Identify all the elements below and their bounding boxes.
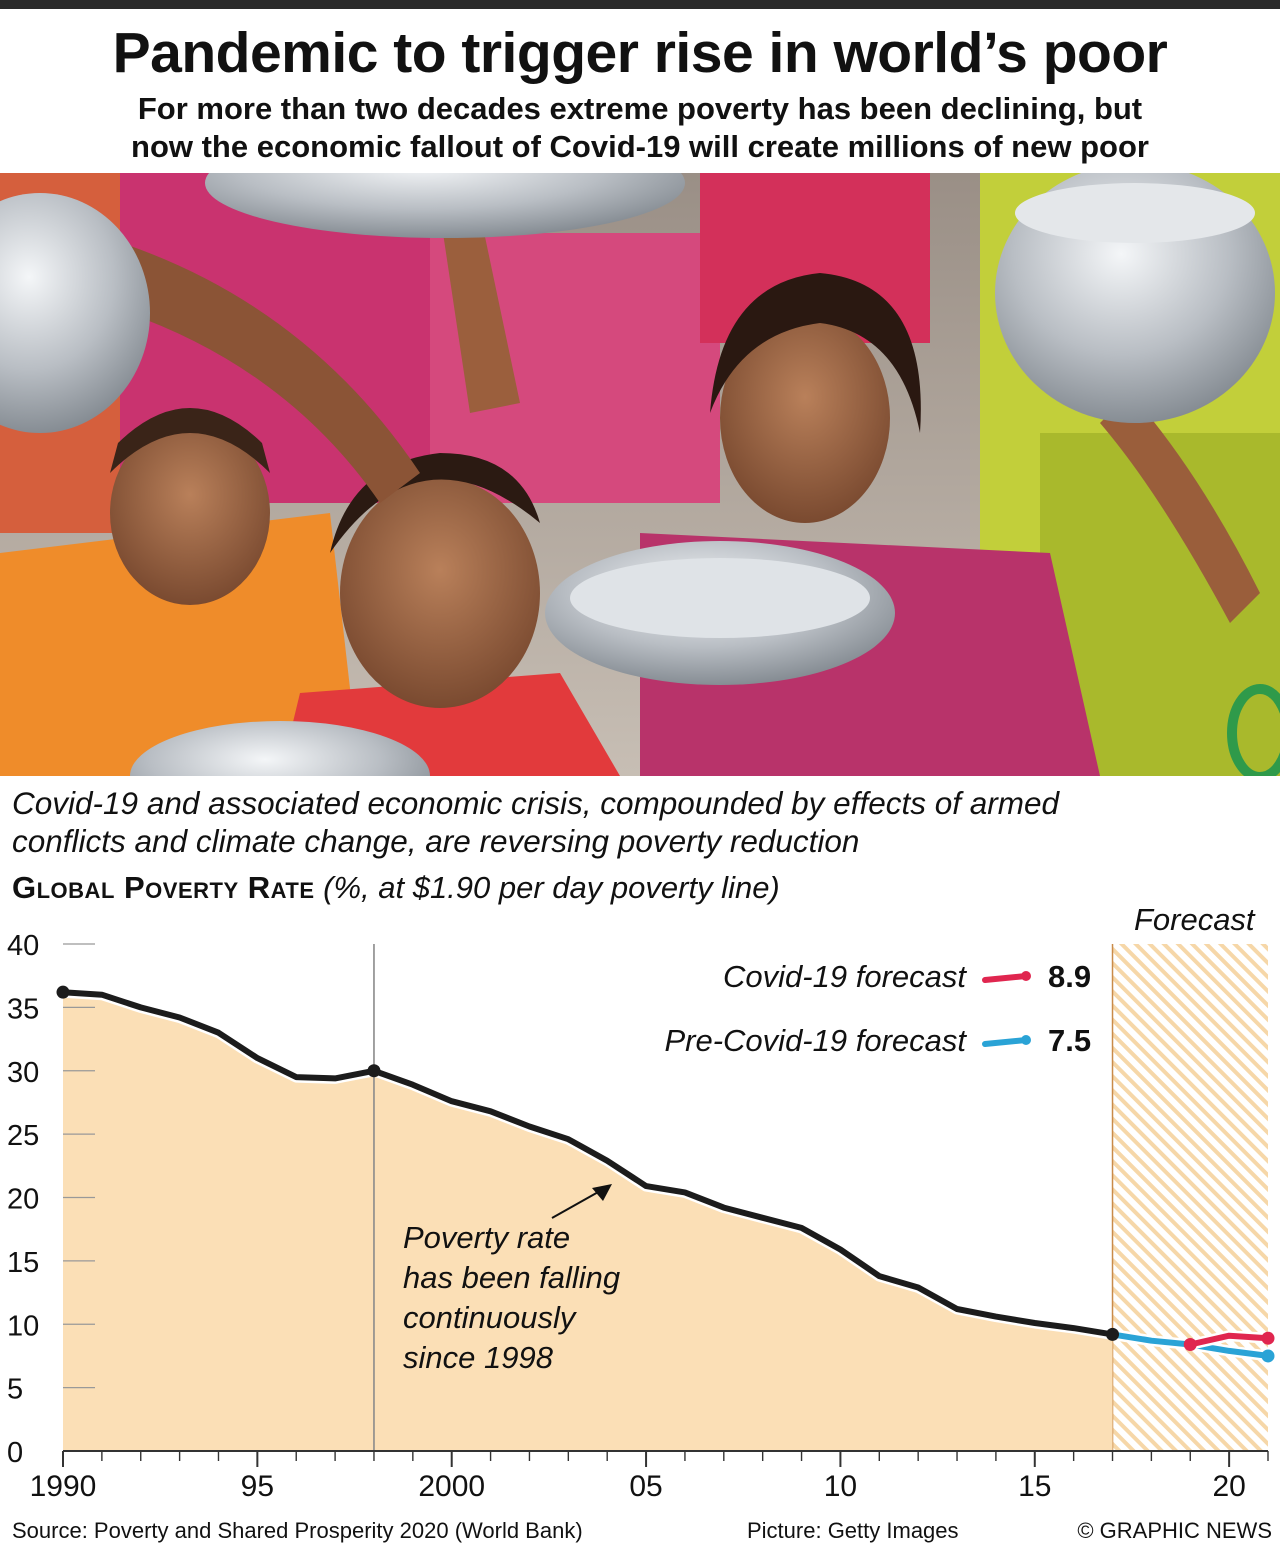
y-tick-label: 40 xyxy=(7,930,39,962)
y-tick-label: 20 xyxy=(7,1184,39,1216)
legend-covid-swatch-dot xyxy=(1021,971,1031,981)
headline: Pandemic to trigger rise in world’s poor xyxy=(112,21,1168,85)
covid-end-marker xyxy=(1261,1331,1275,1345)
y-tick-label: 0 xyxy=(7,1437,23,1469)
forecast-label: Forecast xyxy=(1134,902,1256,937)
legend-covid-value: 8.9 xyxy=(1048,959,1091,994)
chart-intro: Covid-19 and associated economic crisis,… xyxy=(12,784,1272,860)
standfirst-line-2: now the economic fallout of Covid-19 wil… xyxy=(131,129,1149,164)
y-tick-label: 35 xyxy=(7,993,39,1025)
legend-precovid-value: 7.5 xyxy=(1048,1023,1091,1058)
annotation-line: since 1998 xyxy=(403,1340,554,1375)
x-tick-label: 1990 xyxy=(30,1470,97,1503)
legend-precovid-label: Pre-Covid-19 forecast xyxy=(664,1023,967,1058)
covid-start-marker xyxy=(1183,1338,1197,1352)
annotation-line: has been falling xyxy=(403,1260,620,1295)
pre-covid-end-marker xyxy=(1261,1349,1275,1363)
y-tick-label: 30 xyxy=(7,1057,39,1089)
poverty-area-fill xyxy=(63,992,1113,1451)
legend-covid-label: Covid-19 forecast xyxy=(723,959,967,994)
x-tick-label: 05 xyxy=(629,1470,662,1503)
annotation-pointer xyxy=(551,1190,601,1219)
intro-line-2: conflicts and climate change, are revers… xyxy=(12,823,860,859)
legend-precovid-swatch xyxy=(982,1037,1029,1047)
footer: Source: Poverty and Shared Prosperity 20… xyxy=(12,1516,1272,1546)
legend-precovid-swatch-dot xyxy=(1021,1035,1031,1045)
data-point-marker xyxy=(367,1064,381,1078)
picture-credit: Picture: Getty Images xyxy=(747,1518,959,1543)
copyright: © GRAPHIC NEWS xyxy=(1077,1518,1272,1543)
x-tick-label: 95 xyxy=(241,1470,274,1503)
annotation-line: Poverty rate xyxy=(403,1220,570,1255)
data-point-marker xyxy=(1106,1327,1120,1341)
x-tick-label: 15 xyxy=(1018,1470,1051,1503)
poverty-rate-line xyxy=(60,989,1116,1338)
y-tick-label: 5 xyxy=(7,1374,23,1406)
covid-forecast-line xyxy=(1187,1332,1271,1348)
y-tick-label: 10 xyxy=(7,1310,39,1342)
intro-line-1: Covid-19 and associated economic crisis,… xyxy=(12,785,1060,821)
chart-title-unit: (%, at $1.90 per day poverty line) xyxy=(323,870,780,905)
y-tick-label: 25 xyxy=(7,1120,39,1152)
chart-title-main: Global Poverty Rate xyxy=(12,870,315,905)
top-rule xyxy=(0,0,1280,9)
forecast-zone xyxy=(1112,944,1268,1451)
y-tick-label: 15 xyxy=(7,1247,39,1279)
x-tick-label: 10 xyxy=(824,1470,857,1503)
legend-covid-swatch xyxy=(982,973,1029,983)
annotation-arrowhead xyxy=(592,1184,612,1201)
data-point-marker xyxy=(56,985,70,999)
standfirst-line-1: For more than two decades extreme povert… xyxy=(137,91,1143,126)
standfirst: For more than two decades extreme povert… xyxy=(0,90,1280,166)
chart-title: Global Poverty Rate (%, at $1.90 per day… xyxy=(12,868,1012,908)
children-with-bowls-photo xyxy=(0,173,1280,776)
x-tick-label: 20 xyxy=(1212,1470,1245,1503)
annotation-line: continuously xyxy=(403,1300,578,1335)
news-photo xyxy=(0,173,1280,776)
x-tick-label: 2000 xyxy=(418,1470,485,1503)
source-note: Source: Poverty and Shared Prosperity 20… xyxy=(12,1518,583,1543)
